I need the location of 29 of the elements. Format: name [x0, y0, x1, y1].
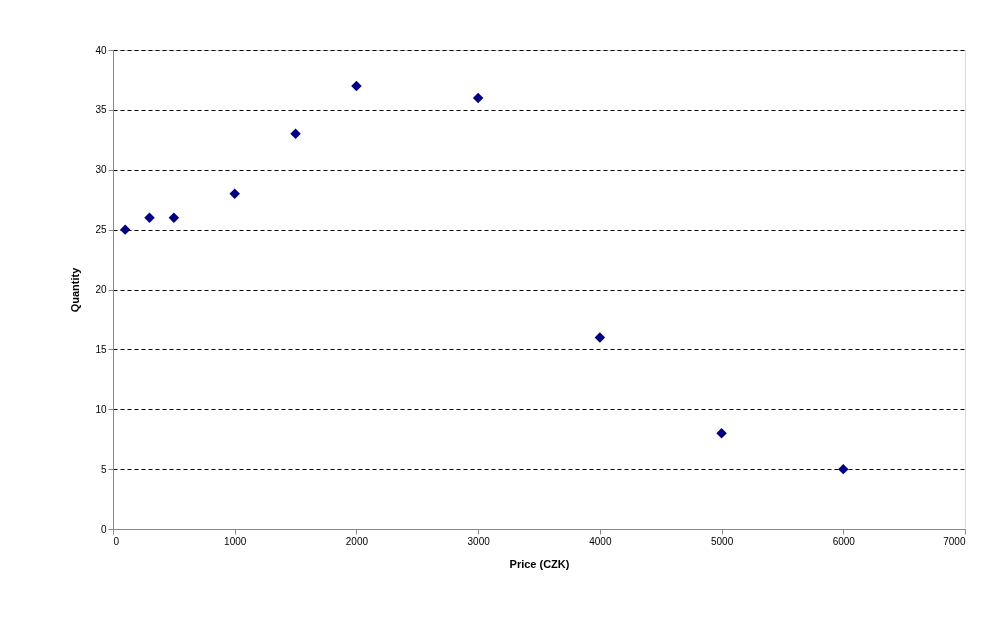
x-tick-label: 3000 [467, 535, 491, 547]
y-tick-label: 10 [95, 403, 107, 415]
x-tick-label: 6000 [832, 535, 856, 547]
point [144, 212, 155, 223]
x-tick-label: 7000 [943, 535, 966, 547]
y-axis-title: Quantity [69, 266, 82, 313]
point [594, 332, 606, 343]
point [838, 463, 849, 475]
point [716, 427, 727, 439]
x-tick-label: 2000 [345, 535, 369, 547]
y-tick-label: 30 [95, 164, 107, 176]
y-tick-label: 15 [95, 343, 107, 355]
point [290, 128, 301, 140]
x-tick-label: 5000 [710, 535, 734, 547]
x-tick-label: 0 [113, 535, 120, 547]
y-tick-label: 35 [95, 104, 107, 116]
y-tick-label: 20 [95, 284, 107, 295]
point [119, 224, 131, 235]
point [229, 188, 240, 199]
point [351, 80, 362, 92]
y-tick-label: 25 [95, 224, 107, 236]
point [168, 212, 180, 223]
y-tick-label: 0 [100, 523, 107, 535]
y-tick-label: 40 [95, 44, 107, 56]
x-tick-label: 4000 [589, 535, 612, 547]
x-tick-label: 1000 [224, 535, 247, 547]
point [472, 92, 484, 104]
y-tick-label: 5 [100, 463, 107, 475]
x-axis-title: Price (CZK) [509, 557, 570, 570]
